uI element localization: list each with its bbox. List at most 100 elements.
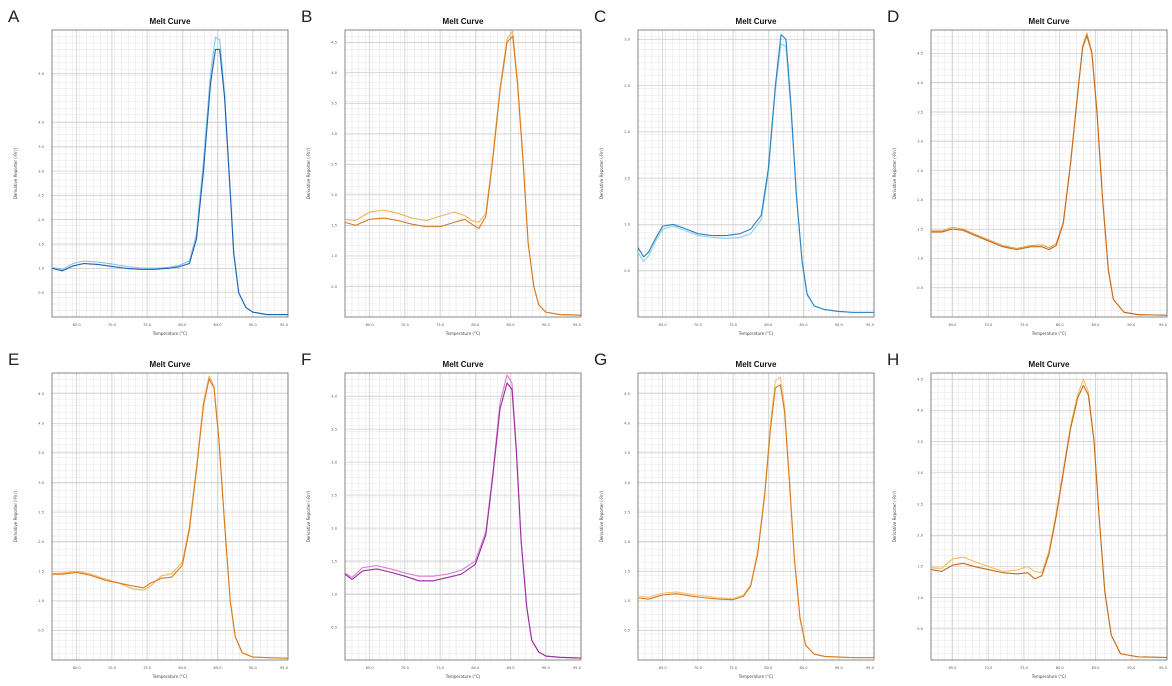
plot-frame <box>51 29 289 318</box>
x-tick-label: 90.0 <box>1127 666 1136 670</box>
melt-curve-chart: B Melt Curve 65.0 70.0 75.0 80.0 85.0 90.0 95.0 0… <box>301 7 582 336</box>
x-tick-label: 95.0 <box>866 323 875 327</box>
plot-frame <box>930 29 1168 318</box>
x-tick-label: 70.0 <box>984 666 993 670</box>
x-tick-label: 80.0 <box>1056 666 1065 670</box>
plot-frame <box>930 372 1168 661</box>
y-tick-label: 3.0 <box>624 481 630 485</box>
grid <box>345 373 582 660</box>
y-tick-label: 4.0 <box>917 81 923 85</box>
melt-curve-series-line <box>52 48 288 316</box>
panel-label: A <box>8 7 20 26</box>
x-axis-label: Temperature (°C) <box>1031 331 1067 336</box>
y-tick-label: 0.5 <box>331 285 337 289</box>
x-tick-label: 85.0 <box>1091 666 1100 670</box>
y-tick-label: 4.0 <box>331 394 337 398</box>
x-axis-label: Temperature (°C) <box>738 674 774 679</box>
x-tick-label: 75.0 <box>436 323 445 327</box>
x-tick-label: 85.0 <box>800 666 809 670</box>
plot-frame <box>637 29 875 318</box>
x-axis-label: Temperature (°C) <box>152 331 188 336</box>
grid <box>345 30 582 317</box>
y-tick-label: 2.5 <box>38 194 44 198</box>
y-tick-label: 0.5 <box>38 629 44 633</box>
x-tick-label: 80.0 <box>1056 323 1065 327</box>
plot-frame <box>344 29 582 318</box>
plot-frame <box>51 372 289 661</box>
x-tick-label: 90.0 <box>542 666 551 670</box>
y-tick-label: 5.0 <box>38 72 44 76</box>
y-tick-label: 1.0 <box>624 599 630 603</box>
y-tick-label: 1.0 <box>917 596 923 600</box>
y-tick-label: 3.5 <box>38 451 44 455</box>
x-tick-label: 95.0 <box>280 323 289 327</box>
y-tick-label: 4.5 <box>38 392 44 396</box>
y-tick-label: 1.0 <box>331 254 337 258</box>
y-tick-label: 4.0 <box>331 71 337 75</box>
melt-curve-series-line <box>931 35 1167 316</box>
melt-curve-series-line <box>638 384 874 659</box>
x-tick-label: 80.0 <box>178 666 187 670</box>
chart-panel: A Melt Curve 65.0 70.0 75.0 80.0 85.0 90.0 95.0 0… <box>0 0 293 343</box>
y-tick-label: 1.5 <box>331 559 337 563</box>
grid <box>52 373 289 660</box>
y-tick-label: 0.5 <box>624 629 630 633</box>
panel-label: H <box>887 350 899 369</box>
y-tick-label: 2.5 <box>331 163 337 167</box>
y-tick-label: 4.0 <box>38 422 44 426</box>
grid <box>638 30 875 317</box>
y-tick-label: 4.5 <box>331 41 337 45</box>
x-tick-label: 75.0 <box>436 666 445 670</box>
x-tick-label: 65.0 <box>73 323 82 327</box>
x-tick-label: 75.0 <box>729 666 738 670</box>
y-tick-label: 1.5 <box>331 224 337 228</box>
x-tick-label: 80.0 <box>764 666 773 670</box>
panel-label: B <box>301 7 312 26</box>
panel-label: E <box>8 350 19 369</box>
y-tick-label: 2.0 <box>38 218 44 222</box>
y-tick-label: 3.0 <box>331 460 337 464</box>
x-tick-label: 75.0 <box>143 666 152 670</box>
y-tick-label: 2.0 <box>38 540 44 544</box>
y-tick-label: 1.0 <box>331 592 337 596</box>
y-tick-label: 1.5 <box>38 570 44 574</box>
panel-label: C <box>594 7 606 26</box>
grid <box>931 373 1168 660</box>
y-axis-label: Derivative Reporter (-Rn') <box>599 490 604 542</box>
y-tick-label: 2.5 <box>624 510 630 514</box>
x-tick-label: 80.0 <box>764 323 773 327</box>
x-tick-label: 70.0 <box>401 323 410 327</box>
x-tick-label: 65.0 <box>659 323 668 327</box>
x-tick-label: 65.0 <box>366 323 375 327</box>
x-tick-label: 70.0 <box>694 323 703 327</box>
y-axis-label: Derivative Reporter (-Rn') <box>599 147 604 199</box>
y-tick-label: 4.5 <box>624 392 630 396</box>
melt-curve-chart: D Melt Curve 65.0 70.0 75.0 80.0 85.0 90.0 95.0 0… <box>887 7 1168 336</box>
melt-curve-series-line <box>345 382 581 659</box>
x-tick-label: 70.0 <box>694 666 703 670</box>
panel-label: F <box>301 350 311 369</box>
y-tick-label: 2.0 <box>917 198 923 202</box>
y-axis-label: Derivative Reporter (-Rn') <box>306 147 311 199</box>
melt-curve-series-line <box>638 34 874 313</box>
x-axis-label: Temperature (°C) <box>1031 674 1067 679</box>
y-tick-label: 3.5 <box>917 440 923 444</box>
x-tick-label: 85.0 <box>214 666 223 670</box>
x-tick-label: 85.0 <box>800 323 809 327</box>
y-tick-label: 3.5 <box>331 427 337 431</box>
y-tick-label: 3.5 <box>38 145 44 149</box>
chart-title: Melt Curve <box>150 360 191 369</box>
y-tick-label: 3.0 <box>624 38 630 42</box>
x-tick-label: 95.0 <box>573 666 582 670</box>
y-tick-label: 0.5 <box>331 625 337 629</box>
y-tick-label: 2.5 <box>917 502 923 506</box>
grid <box>638 373 875 660</box>
chart-title: Melt Curve <box>443 17 484 26</box>
chart-title: Melt Curve <box>1029 17 1070 26</box>
x-axis-label: Temperature (°C) <box>152 674 188 679</box>
x-tick-label: 65.0 <box>659 666 668 670</box>
x-tick-label: 80.0 <box>471 323 480 327</box>
y-tick-label: 1.0 <box>917 257 923 261</box>
x-tick-label: 95.0 <box>1159 323 1168 327</box>
y-tick-label: 1.5 <box>624 570 630 574</box>
